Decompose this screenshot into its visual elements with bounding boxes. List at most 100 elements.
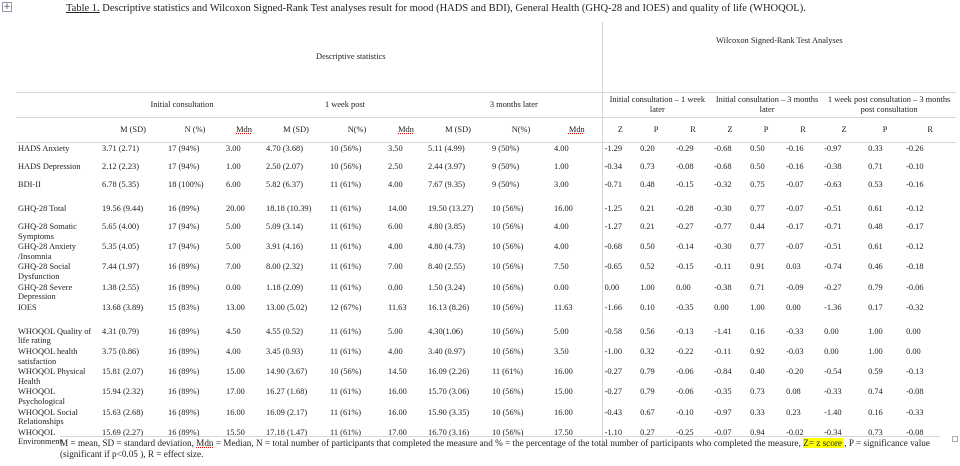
cell: -0.08 [906, 427, 924, 437]
cell: 13.00 (5.02) [266, 302, 308, 312]
cell: 0.71 [868, 162, 883, 171]
footnote-part: = Median, N = total number of participan… [213, 438, 804, 448]
cell: -0.97 [824, 144, 842, 153]
cell: -0.14 [676, 242, 694, 252]
cell: 0.08 [786, 387, 801, 397]
cell: 3.50 [554, 346, 569, 356]
cell: 1.38 (2.55) [102, 282, 139, 292]
row-label: HADS Depression [18, 162, 81, 171]
cell: 11 (61%) [330, 282, 362, 292]
cell: 4.50 [226, 326, 241, 336]
cell: -0.35 [676, 302, 694, 312]
cell: 10 (56%) [492, 222, 524, 231]
cell: -0.65 [601, 261, 639, 282]
expand-icon[interactable]: + [2, 2, 12, 12]
cell: 1.00 [226, 162, 241, 171]
cell: -0.68 [714, 162, 732, 171]
column-header: Mdn [386, 117, 426, 143]
cell: -0.97 [714, 407, 732, 417]
cell: 0.10 [640, 302, 655, 312]
cell: 0.03 [786, 262, 801, 272]
cell: 7.50 [554, 262, 569, 272]
cell: 16 (89%) [168, 346, 200, 356]
table-row: GHQ-28 Anxiety /Insomnia 5.35 (4.05) 17 (9… [16, 241, 956, 262]
cell: -1.41 [714, 326, 732, 336]
table-row: GHQ-28 Social Dysfunction 7.44 (1.97) 16 (… [16, 261, 956, 282]
cell: -0.63 [824, 180, 842, 189]
cell: 0.79 [640, 387, 655, 397]
cell: 0.67 [640, 407, 655, 417]
cell: -0.15 [676, 262, 694, 272]
cell: 8.40 (2.55) [428, 262, 465, 272]
cell: 4.70 (3.68) [266, 144, 303, 153]
cell: 0.00 [388, 282, 403, 292]
cell: 17.00 [226, 387, 245, 397]
group-header: 3 months later [426, 92, 603, 118]
cell: 15 (83%) [168, 302, 200, 312]
cell: 5.00 [226, 242, 241, 252]
cell: 4.00 [226, 346, 241, 356]
row-label: HADS Anxiety [18, 144, 70, 153]
cell: -0.32 [714, 180, 732, 189]
cell: 0.48 [868, 222, 883, 231]
cell: 15.69 (2.27) [102, 427, 144, 437]
cell: -0.17 [906, 222, 924, 231]
resize-handle[interactable] [952, 436, 958, 442]
cell: -1.25 [601, 203, 639, 221]
cell: -0.34 [601, 161, 639, 179]
cell: 0.61 [868, 242, 883, 252]
cell: 15.00 [226, 367, 245, 377]
cell: -0.68 [714, 144, 732, 153]
cell: -0.02 [786, 427, 804, 437]
cell: 6.00 [226, 180, 241, 189]
cell: 9 (50%) [492, 162, 520, 171]
super-header: Descriptive statistics [100, 22, 603, 93]
cell: 12 (67%) [330, 302, 362, 312]
cell: 4.55 (0.52) [266, 326, 303, 336]
cell: 16.13 (8.26) [428, 302, 470, 312]
group-header: Initial consultation – 3 months later [712, 92, 823, 118]
cell: 0.17 [868, 302, 883, 312]
cell: -0.71 [601, 179, 639, 197]
cell: -0.07 [786, 204, 804, 213]
cell: 0.91 [750, 262, 765, 272]
cell: 10 (56%) [492, 262, 524, 272]
cell: 16 (89%) [168, 427, 200, 437]
cell: -0.27 [676, 222, 694, 231]
cell: 10 (56%) [330, 367, 362, 377]
cell: -0.18 [906, 262, 924, 272]
row-label: GHQ-28 Anxiety /Insomnia [18, 242, 76, 261]
cell: -0.33 [824, 387, 842, 397]
cell: 18 (100%) [168, 180, 204, 189]
cell: 16 (89%) [168, 326, 200, 336]
cell: 0.33 [750, 407, 765, 417]
cell: 0.00 [906, 346, 921, 356]
super-header: Wilcoxon Signed-Rank Test Analyses [601, 22, 957, 93]
table-row: IOES 13.68 (3.89) 15 (83%) 13.00 13.00 (5.02… [16, 301, 956, 320]
table-row: WHOQOL health satisfaction 3.75 (0.86) 16 … [16, 345, 956, 367]
cell: 15.00 [554, 387, 573, 397]
row-label: GHQ-28 Somatic Symptoms [18, 222, 77, 241]
cell: 0.00 [676, 282, 691, 292]
cell: 0.79 [868, 282, 883, 292]
cell: -0.54 [824, 367, 842, 377]
spacer-row [16, 197, 956, 203]
cell: 10 (56%) [492, 407, 524, 417]
cell: 4.00 [388, 242, 403, 252]
cell: 5.00 [388, 326, 403, 336]
cell: -0.51 [824, 204, 842, 213]
cell: -0.06 [906, 282, 924, 292]
cell: 4.31 (0.79) [102, 326, 139, 336]
footnote-part: Z= z score [803, 438, 845, 448]
cell: 0.74 [868, 387, 883, 397]
cell: 5.11 (4.99) [428, 144, 465, 153]
cell: 10 (56%) [330, 162, 362, 171]
cell: 16.00 [554, 204, 573, 213]
cell: 0.40 [750, 367, 765, 377]
table-number: Table 1. [66, 3, 100, 14]
cell: 11 (61%) [330, 346, 362, 356]
table-row: BDI-II 6.78 (5.35) 18 (100%) 6.00 5.82 (6.37… [16, 179, 956, 197]
spacer-row [16, 319, 956, 326]
cell: 7.67 (9.35) [428, 180, 465, 189]
